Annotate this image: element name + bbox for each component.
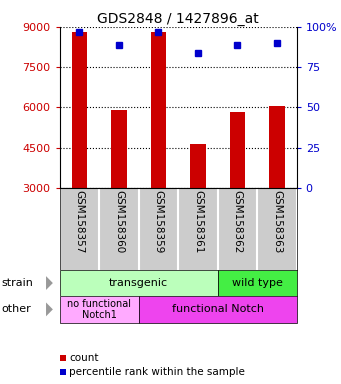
Text: functional Notch: functional Notch	[172, 305, 264, 314]
Text: GSM158357: GSM158357	[74, 190, 85, 254]
Text: percentile rank within the sample: percentile rank within the sample	[69, 367, 245, 377]
Text: GSM158360: GSM158360	[114, 190, 124, 253]
Bar	[218, 270, 297, 296]
Text: transgenic: transgenic	[109, 278, 168, 288]
Bar	[190, 144, 206, 188]
Bar	[111, 110, 127, 188]
Title: GDS2848 / 1427896_at: GDS2848 / 1427896_at	[97, 12, 259, 26]
Text: count: count	[69, 353, 99, 363]
Bar	[60, 296, 139, 323]
Bar	[150, 32, 166, 188]
Text: GSM158361: GSM158361	[193, 190, 203, 254]
Text: other: other	[2, 305, 31, 314]
Text: no functional
Notch1: no functional Notch1	[67, 299, 131, 320]
Text: GSM158362: GSM158362	[233, 190, 242, 254]
Bar	[269, 106, 285, 188]
Text: wild type: wild type	[232, 278, 283, 288]
Bar	[139, 296, 297, 323]
Bar	[229, 112, 245, 188]
Text: GSM158363: GSM158363	[272, 190, 282, 254]
Text: GSM158359: GSM158359	[153, 190, 163, 254]
Bar	[60, 270, 218, 296]
Text: strain: strain	[2, 278, 33, 288]
Bar	[72, 32, 87, 188]
